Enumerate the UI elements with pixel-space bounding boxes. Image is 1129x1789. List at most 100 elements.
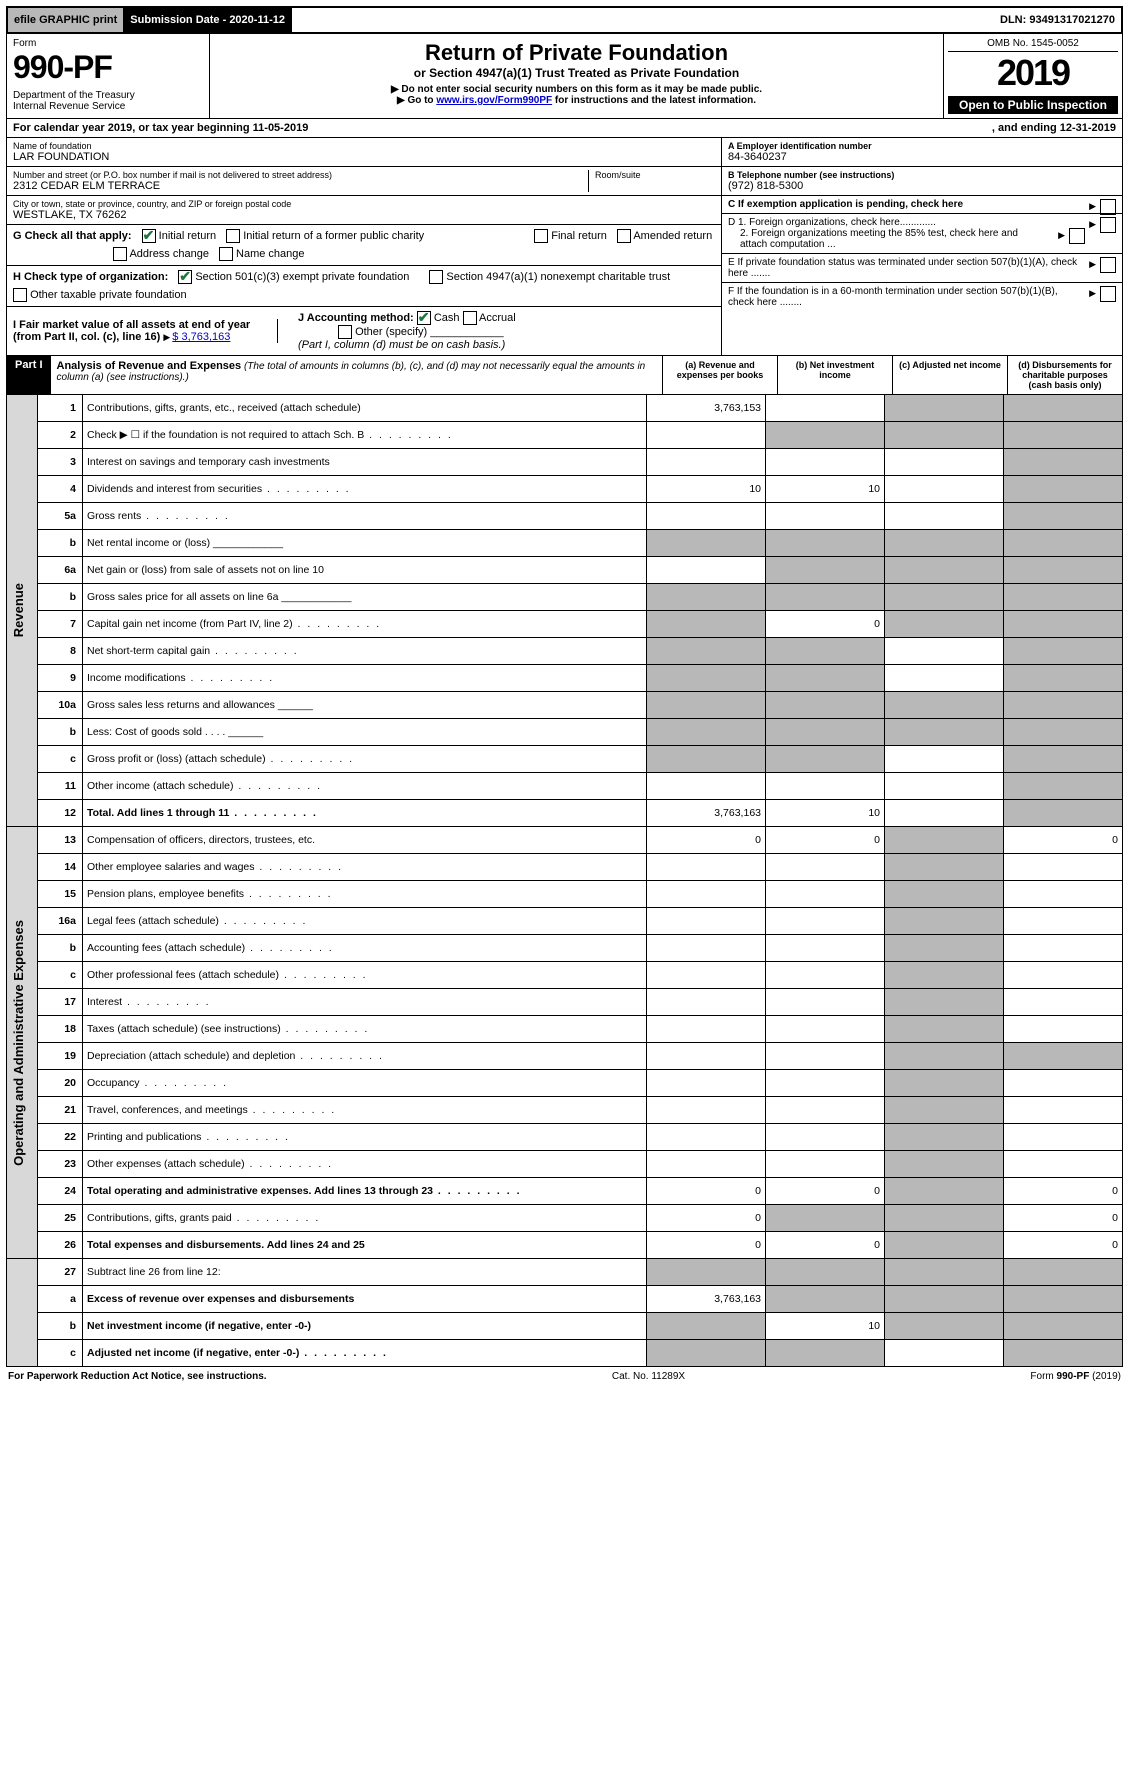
form-number: 990-PF [13,49,203,86]
amt-cell [647,962,766,989]
table-row: 18Taxes (attach schedule) (see instructi… [7,1016,1123,1043]
amt-cell: 10 [766,476,885,503]
footer: For Paperwork Reduction Act Notice, see … [6,1367,1123,1386]
b-label: B Telephone number (see instructions) [728,170,1116,180]
line-num: 17 [38,989,83,1016]
line-desc: Dividends and interest from securities [83,476,647,503]
amt-cell [885,1124,1004,1151]
amt-cell [885,1070,1004,1097]
line-desc: Contributions, gifts, grants paid [83,1205,647,1232]
e-cell: ▶ E If private foundation status was ter… [722,254,1122,283]
line-num: 3 [38,449,83,476]
amt-cell [766,1286,885,1313]
line-desc: Gross rents [83,503,647,530]
line-num: b [38,584,83,611]
room-label: Room/suite [595,170,715,180]
i-value[interactable]: $ 3,763,163 [172,331,230,343]
amt-cell [1004,773,1123,800]
line-desc: Total. Add lines 1 through 11 [83,800,647,827]
tax-year: 2019 [948,52,1118,94]
amt-cell [647,773,766,800]
cb-name-change[interactable] [219,247,233,261]
amt-cell: 0 [647,1232,766,1259]
line-desc: Travel, conferences, and meetings [83,1097,647,1124]
amt-cell [647,503,766,530]
cb-f[interactable] [1100,286,1116,302]
top-bar: efile GRAPHIC print Submission Date - 20… [6,6,1123,34]
amt-cell [647,1043,766,1070]
cb-addr-change[interactable] [113,247,127,261]
line-num: b [38,719,83,746]
amt-cell [766,665,885,692]
arrow-icon: ▶ [1058,230,1065,241]
cb-accrual[interactable] [463,311,477,325]
amt-cell [1004,395,1123,422]
amt-cell [885,503,1004,530]
amt-cell [766,1151,885,1178]
cb-e[interactable] [1100,257,1116,273]
a-label: A Employer identification number [728,141,1116,151]
line-num: 16a [38,908,83,935]
amt-cell [766,1340,885,1367]
amt-cell [885,638,1004,665]
amt-cell [647,1124,766,1151]
f-label: F If the foundation is in a 60-month ter… [728,286,1058,308]
amt-cell: 0 [647,1205,766,1232]
omb: OMB No. 1545-0052 [948,38,1118,52]
cb-d2[interactable] [1069,228,1085,244]
amt-cell [885,854,1004,881]
cb-other-tax[interactable] [13,288,27,302]
submission-date: Submission Date - 2020-11-12 [124,8,292,32]
cb-other[interactable] [338,325,352,339]
amt-cell [1004,557,1123,584]
amt-cell: 0 [1004,827,1123,854]
table-row: 10aGross sales less returns and allowanc… [7,692,1123,719]
table-row: 9Income modifications [7,665,1123,692]
table-row: 12Total. Add lines 1 through 113,763,163… [7,800,1123,827]
amt-cell: 3,763,153 [647,395,766,422]
cb-d1[interactable] [1100,217,1116,233]
part1-title: Analysis of Revenue and Expenses [57,360,242,372]
line-num: 13 [38,827,83,854]
amt-cell [885,1205,1004,1232]
amt-cell [647,908,766,935]
cb-4947[interactable] [429,270,443,284]
cb-initial-former[interactable] [226,229,240,243]
h-row: H Check type of organization: Section 50… [7,266,721,307]
amt-cell [766,449,885,476]
amt-cell [647,854,766,881]
amt-cell [647,1151,766,1178]
amt-cell [885,1178,1004,1205]
cb-cash[interactable] [417,311,431,325]
amt-cell [766,584,885,611]
table-row: 23Other expenses (attach schedule) [7,1151,1123,1178]
line-num: b [38,935,83,962]
table-row: cOther professional fees (attach schedul… [7,962,1123,989]
amt-cell: 10 [766,800,885,827]
irs-link[interactable]: www.irs.gov/Form990PF [436,95,552,106]
amt-cell [1004,800,1123,827]
amt-cell [647,449,766,476]
cb-initial[interactable] [142,229,156,243]
table-row: 3Interest on savings and temporary cash … [7,449,1123,476]
amt-cell [647,719,766,746]
table-row: 24Total operating and administrative exp… [7,1178,1123,1205]
cb-amended[interactable] [617,229,631,243]
amt-cell [766,719,885,746]
line-desc: Accounting fees (attach schedule) [83,935,647,962]
cb-501c3[interactable] [178,270,192,284]
part1-tag: Part I [7,356,51,394]
amt-cell [766,422,885,449]
table-row: 5aGross rents [7,503,1123,530]
amt-cell [885,395,1004,422]
line-desc: Printing and publications [83,1124,647,1151]
cb-c[interactable] [1100,199,1116,215]
cb-final[interactable] [534,229,548,243]
ij-row: I Fair market value of all assets at end… [7,307,721,355]
line-num: 1 [38,395,83,422]
line-desc: Net rental income or (loss) ____________ [83,530,647,557]
c-label: C If exemption application is pending, c… [728,199,963,210]
line-num: 23 [38,1151,83,1178]
line-desc: Adjusted net income (if negative, enter … [83,1340,647,1367]
section-label: Operating and Administrative Expenses [7,827,38,1259]
